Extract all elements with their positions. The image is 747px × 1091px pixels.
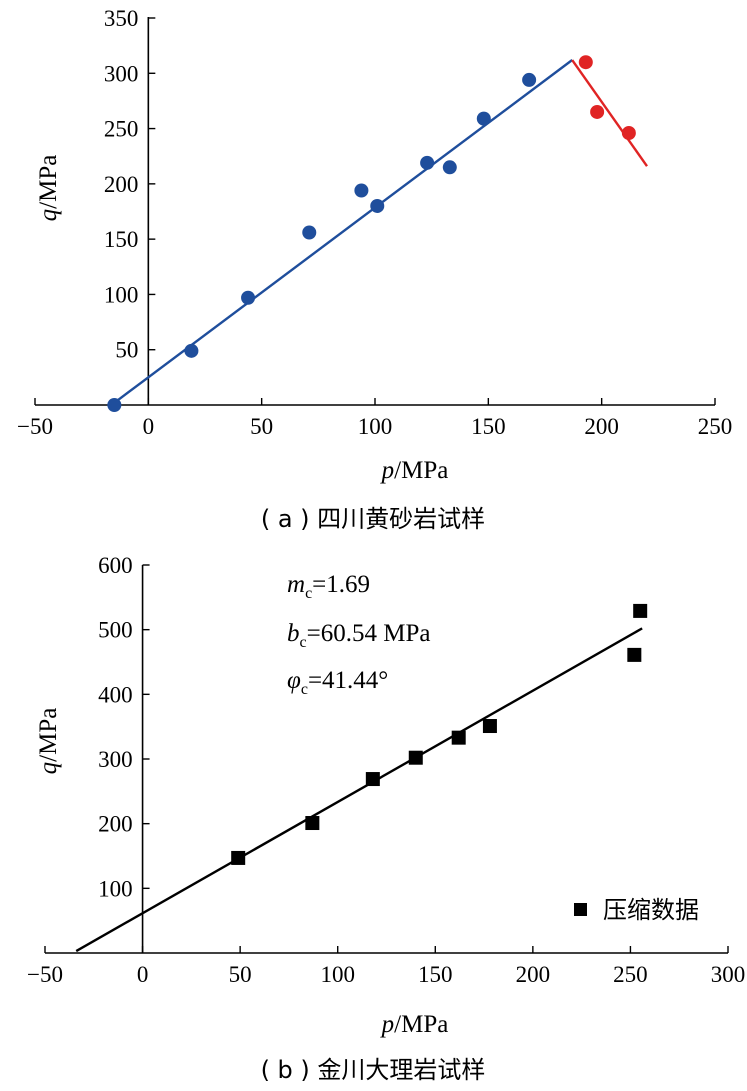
y-tick-label: 150	[104, 227, 139, 252]
data-point	[302, 225, 317, 240]
data-points	[231, 603, 648, 865]
data-point	[241, 290, 256, 305]
data-point	[633, 603, 648, 618]
data-point	[442, 160, 457, 175]
fit-line	[75, 627, 643, 953]
fit-line	[571, 59, 648, 167]
x-ticks: −50 0 50 100 150 200 250 300	[27, 946, 745, 987]
data-point	[305, 816, 320, 831]
annotation-phic: φc=41.44°	[287, 667, 388, 698]
x-axis-label: p/MPa	[380, 1011, 449, 1038]
fit-lines	[75, 627, 643, 953]
y-axis-label: q/MPa	[35, 708, 62, 775]
x-tick-label: 200	[516, 962, 551, 987]
legend-label: 压缩数据	[603, 896, 699, 924]
y-tick-label: 300	[104, 61, 139, 86]
y-ticks: 50 100 150 200 250 300 350	[104, 6, 156, 363]
y-tick-label: 100	[104, 282, 139, 307]
data-point	[408, 750, 423, 765]
fit-line	[113, 59, 573, 404]
y-tick-label: 250	[104, 117, 139, 142]
caption-b: ( b ) 金川大理岩试样	[261, 1056, 486, 1084]
data-points	[107, 55, 636, 412]
data-point	[627, 647, 642, 662]
y-tick-label: 500	[98, 618, 133, 643]
x-tick-label: −50	[27, 962, 63, 987]
y-tick-label: 100	[98, 876, 133, 901]
data-point	[451, 730, 466, 745]
x-axis-label: p/MPa	[380, 457, 449, 484]
x-tick-label: 50	[229, 962, 252, 987]
data-point	[365, 772, 380, 787]
x-ticks: −50 0 50 100 150 200 250	[17, 398, 732, 439]
data-point	[107, 398, 122, 412]
data-point	[590, 104, 605, 119]
x-tick-label: 300	[711, 962, 746, 987]
data-point	[370, 198, 385, 213]
y-tick-label: 400	[98, 682, 133, 707]
x-tick-label: 0	[143, 414, 155, 439]
data-point	[231, 850, 246, 865]
x-tick-label: 100	[358, 414, 393, 439]
y-tick-label: 300	[98, 747, 133, 772]
x-tick-label: 150	[418, 962, 453, 987]
caption-a: ( a ) 四川黄砂岩试样	[261, 505, 485, 533]
data-point	[354, 183, 369, 198]
x-tick-label: 250	[613, 962, 648, 987]
legend-marker	[574, 903, 587, 916]
data-point	[482, 719, 497, 734]
y-tick-label: 200	[98, 812, 133, 837]
y-tick-label: 50	[115, 338, 138, 363]
annotation-bc: bc=60.54 MPa	[287, 620, 430, 651]
data-point	[578, 55, 593, 70]
x-tick-label: 250	[698, 414, 733, 439]
legend: 压缩数据	[574, 896, 699, 924]
y-axis-label: q/MPa	[35, 155, 62, 222]
data-point	[522, 72, 537, 87]
chart-a: −50 0 50 100 150 200 250 50100150200250300350 …	[17, 6, 732, 533]
fit-parameters: mc=1.69 bc=60.54 MPa φc=41.44°	[287, 571, 430, 698]
annotation-mc: mc=1.69	[287, 571, 370, 602]
chart-b: −50 0 50 100 150 200 250 300 100 200 300 400 500 600…	[27, 553, 745, 1084]
x-tick-label: −50	[17, 414, 53, 439]
y-tick-label: 600	[98, 553, 133, 578]
x-tick-label: 0	[137, 962, 149, 987]
x-tick-label: 100	[320, 962, 355, 987]
x-tick-label: 150	[471, 414, 506, 439]
y-tick-label: 200	[104, 172, 139, 197]
data-point	[420, 155, 435, 170]
y-ticks: 100 200 300 400 500 600	[98, 553, 150, 901]
data-point	[621, 125, 636, 140]
data-point	[476, 111, 491, 126]
x-tick-label: 50	[250, 414, 273, 439]
data-point	[184, 343, 199, 358]
x-tick-label: 200	[584, 414, 619, 439]
y-tick-label: 350	[104, 6, 139, 31]
